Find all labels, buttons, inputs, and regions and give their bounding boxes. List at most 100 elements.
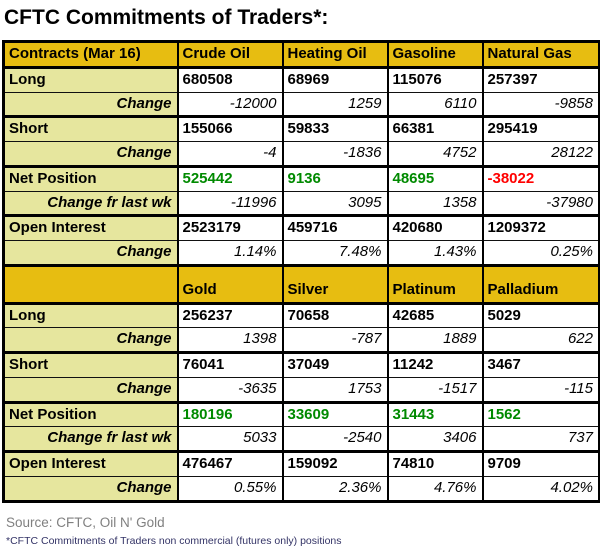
table-row: Change fr last wk -11996 3095 1358 -37980 [3, 190, 600, 216]
cell-value: 1259 [281, 91, 388, 117]
table-row: Net Position 180196 33609 31443 1562 [3, 400, 600, 427]
cell-value: -3635 [176, 376, 283, 402]
cell-value: 1.14% [176, 240, 283, 266]
table-row: Change -12000 1259 6110 -9858 [3, 91, 600, 117]
cell-value: 6110 [386, 91, 483, 117]
cell-value: 1562 [481, 400, 600, 427]
table-row: Change 1.14% 7.48% 1.43% 0.25% [3, 240, 600, 266]
row-label: Long [3, 301, 178, 328]
column-header: Crude Oil [176, 41, 283, 68]
column-header: Gasoline [386, 41, 483, 68]
table-row: Change -4 -1836 4752 28122 [3, 141, 600, 167]
cell-value: 42685 [386, 301, 483, 328]
cell-value: 420680 [386, 214, 483, 241]
table-row: Short 155066 59833 66381 295419 [3, 115, 600, 142]
column-header: Heating Oil [281, 41, 388, 68]
row-label: Short [3, 115, 178, 142]
column-header: Gold [176, 263, 283, 303]
cell-value: -2540 [281, 426, 388, 452]
cell-value: 115076 [386, 65, 483, 92]
cell-value: -9858 [481, 91, 600, 117]
cell-value: 525442 [176, 164, 283, 191]
cell-value: 5033 [176, 426, 283, 452]
cell-value: -12000 [176, 91, 283, 117]
table-row: Open Interest 476467 159092 74810 9709 [3, 450, 600, 477]
table-row: Change 1398 -787 1889 622 [3, 327, 600, 353]
table-row: Long 256237 70658 42685 5029 [3, 301, 600, 328]
footnote-text: *CFTC Commitments of Traders non commerc… [6, 534, 342, 547]
row-label: Change [3, 91, 178, 117]
cell-value: 3095 [281, 190, 388, 216]
cell-value: 1209372 [481, 214, 600, 241]
cell-value: -4 [176, 141, 283, 167]
cell-value: 33609 [281, 400, 388, 427]
cell-value: -38022 [481, 164, 600, 191]
column-header: Platinum [386, 263, 483, 303]
cell-value: 737 [481, 426, 600, 452]
cell-value: 0.55% [176, 475, 283, 501]
cell-value: 76041 [176, 351, 283, 378]
row-label: Change [3, 376, 178, 402]
table-row: Net Position 525442 9136 48695 -38022 [3, 164, 600, 191]
cell-value: 622 [481, 327, 600, 353]
cell-value: 4.02% [481, 475, 600, 501]
row-label: Change fr last wk [3, 426, 178, 452]
row-label: Change [3, 327, 178, 353]
cell-value: 2523179 [176, 214, 283, 241]
page-title: CFTC Commitments of Traders*: [4, 6, 329, 29]
cell-value: 4752 [386, 141, 483, 167]
cell-value: 180196 [176, 400, 283, 427]
cell-value: 257397 [481, 65, 600, 92]
table-row: Short 76041 37049 11242 3467 [3, 351, 600, 378]
source-text: Source: CFTC, Oil N' Gold [6, 514, 165, 530]
cell-value: 74810 [386, 450, 483, 477]
row-label: Short [3, 351, 178, 378]
cell-value: 3467 [481, 351, 600, 378]
cell-value: 3406 [386, 426, 483, 452]
column-header: Contracts (Mar 16) [3, 41, 178, 68]
cell-value: 256237 [176, 301, 283, 328]
cell-value: 31443 [386, 400, 483, 427]
cell-value: -37980 [481, 190, 600, 216]
cell-value: 1753 [281, 376, 388, 402]
cell-value: 68969 [281, 65, 388, 92]
cell-value: 28122 [481, 141, 600, 167]
cell-value: 70658 [281, 301, 388, 328]
cell-value: 155066 [176, 115, 283, 142]
table-row: Change -3635 1753 -1517 -115 [3, 376, 600, 402]
column-header: Silver [281, 263, 388, 303]
row-label: Change [3, 141, 178, 167]
column-header: Natural Gas [481, 41, 600, 68]
cell-value: 1398 [176, 327, 283, 353]
energy-header-row: Contracts (Mar 16) Crude Oil Heating Oil Ga… [3, 41, 600, 68]
metals-header-row: Gold Silver Platinum Palladium [3, 263, 600, 303]
row-label: Open Interest [3, 214, 178, 241]
cell-value: 59833 [281, 115, 388, 142]
row-label: Open Interest [3, 450, 178, 477]
cell-value: 1358 [386, 190, 483, 216]
cell-value: -1836 [281, 141, 388, 167]
cell-value: 459716 [281, 214, 388, 241]
cell-value: -115 [481, 376, 600, 402]
cell-value: 680508 [176, 65, 283, 92]
table-row: Long 680508 68969 115076 257397 [3, 65, 600, 92]
cell-value: 5029 [481, 301, 600, 328]
column-header [3, 263, 178, 303]
row-label: Net Position [3, 400, 178, 427]
cell-value: 37049 [281, 351, 388, 378]
table-row: Change 0.55% 2.36% 4.76% 4.02% [3, 475, 600, 501]
cot-table: Contracts (Mar 16) Crude Oil Heating Oil Ga… [2, 40, 600, 503]
cell-value: 9709 [481, 450, 600, 477]
row-label: Change fr last wk [3, 190, 178, 216]
cell-value: 0.25% [481, 240, 600, 266]
cell-value: 295419 [481, 115, 600, 142]
table-row: Change fr last wk 5033 -2540 3406 737 [3, 426, 600, 452]
cell-value: 1.43% [386, 240, 483, 266]
cell-value: 7.48% [281, 240, 388, 266]
cell-value: 66381 [386, 115, 483, 142]
cell-value: 9136 [281, 164, 388, 191]
column-header: Palladium [481, 263, 600, 303]
cell-value: -1517 [386, 376, 483, 402]
cell-value: 11242 [386, 351, 483, 378]
